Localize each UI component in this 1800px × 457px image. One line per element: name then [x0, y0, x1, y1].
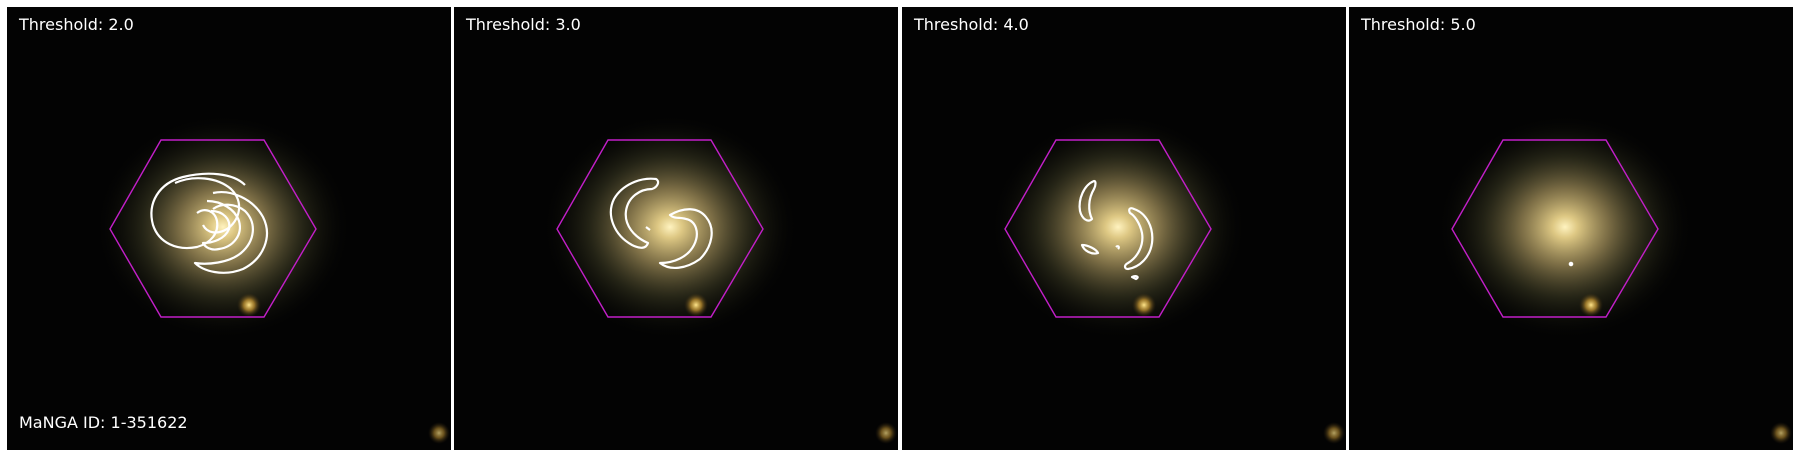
ifu-hexagon: [556, 139, 764, 318]
arm-contours: [1078, 179, 1154, 281]
galaxy-halo: [545, 117, 795, 337]
corner-star: [1323, 422, 1345, 444]
companion-star: [684, 293, 708, 317]
manga-id-label: MaNGA ID: 1-351622: [19, 413, 188, 432]
galaxy-image-4: [1440, 117, 1792, 444]
galaxy-image-2: [545, 117, 897, 444]
ifu-hexagon: [109, 139, 317, 318]
arm-contours: [1568, 261, 1574, 267]
galaxy-halo: [1440, 117, 1690, 337]
panel-threshold-2: Threshold: 2.0 MaNGA ID: 1-351622: [7, 7, 451, 450]
panel-threshold-3: Threshold: 3.0: [454, 7, 898, 450]
arm-contours: [150, 172, 268, 274]
arm-contours: [609, 177, 713, 269]
corner-star: [428, 422, 450, 444]
threshold-label: Threshold: 5.0: [1361, 15, 1476, 34]
ifu-hexagon: [1004, 139, 1212, 318]
galaxy-halo: [98, 117, 348, 337]
galaxy-image-1: [98, 117, 450, 444]
panel-threshold-4: Threshold: 4.0: [902, 7, 1346, 450]
galaxy-halo: [993, 117, 1243, 337]
corner-star: [1770, 422, 1792, 444]
companion-star: [237, 293, 261, 317]
corner-star: [875, 422, 897, 444]
companion-star: [1132, 293, 1156, 317]
panel-threshold-5: Threshold: 5.0: [1349, 7, 1793, 450]
threshold-label: Threshold: 3.0: [466, 15, 581, 34]
galaxy-image-3: [993, 117, 1345, 444]
companion-star: [1579, 293, 1603, 317]
ifu-hexagon: [1451, 139, 1659, 318]
threshold-label: Threshold: 4.0: [914, 15, 1029, 34]
threshold-label: Threshold: 2.0: [19, 15, 134, 34]
